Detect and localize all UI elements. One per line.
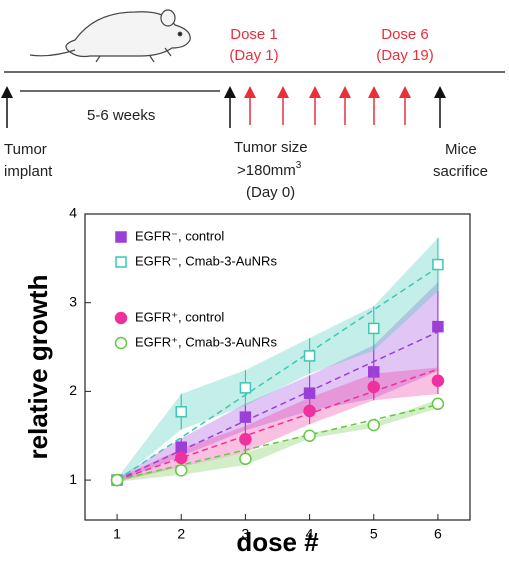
x-tick-label: 4 bbox=[306, 526, 314, 542]
x-tick-label: 6 bbox=[434, 526, 442, 542]
legend-marker bbox=[115, 231, 127, 243]
event-label: (Day 0) bbox=[246, 184, 295, 201]
error-band bbox=[117, 282, 438, 482]
trend-line bbox=[116, 331, 439, 481]
event-label: Mice bbox=[445, 141, 477, 158]
event-label: Tumor size bbox=[234, 139, 308, 156]
marker bbox=[303, 350, 316, 362]
y-tick-label: 4 bbox=[69, 205, 77, 221]
marker bbox=[431, 374, 445, 387]
marker bbox=[239, 382, 252, 394]
marker bbox=[367, 380, 380, 394]
y-tick-label: 1 bbox=[69, 471, 77, 487]
y-axis-label: relative growth bbox=[23, 275, 53, 460]
legend-marker bbox=[115, 256, 127, 268]
dose-label: Dose 6 bbox=[381, 26, 429, 43]
x-tick-label: 1 bbox=[113, 526, 121, 542]
chart: 1 2 3 4 1 2 3 4 5 6 dose # relative growth EGFR⁻, co… bbox=[23, 205, 471, 557]
marker bbox=[368, 322, 380, 335]
event-label: sacrifice bbox=[433, 163, 488, 180]
event-label: >180mm3 bbox=[237, 160, 302, 179]
marker bbox=[432, 320, 444, 333]
x-tick-label: 5 bbox=[370, 526, 378, 542]
legend-label: EGFR⁺, control bbox=[135, 309, 224, 324]
marker bbox=[303, 387, 316, 399]
trend-line bbox=[116, 368, 439, 481]
day-label: (Day 19) bbox=[376, 47, 434, 64]
marker bbox=[175, 464, 188, 477]
trend-line bbox=[116, 266, 439, 481]
marker bbox=[303, 429, 316, 442]
event-label: implant bbox=[4, 163, 53, 180]
y-tick-label: 2 bbox=[69, 382, 77, 398]
marker bbox=[431, 397, 445, 411]
marker bbox=[303, 404, 316, 418]
legend-label: EGFR⁻, Cmab-3-AuNRs bbox=[135, 253, 277, 268]
x-axis-label: dose # bbox=[236, 527, 319, 557]
legend-marker bbox=[114, 336, 128, 350]
legend-label: EGFR⁺, Cmab-3-AuNRs bbox=[135, 334, 277, 349]
event-label: Tumor bbox=[4, 141, 47, 158]
trend-line bbox=[116, 403, 439, 481]
plot-frame bbox=[84, 213, 471, 521]
error-band bbox=[117, 399, 438, 482]
dose-label: Dose 1 bbox=[230, 26, 278, 43]
x-tick-label: 3 bbox=[242, 526, 250, 542]
marker bbox=[432, 258, 444, 271]
error-band bbox=[117, 237, 438, 482]
error-band bbox=[117, 367, 438, 482]
legend-label: EGFR⁻, control bbox=[135, 228, 224, 243]
marker bbox=[175, 451, 188, 465]
legend-marker bbox=[114, 311, 128, 325]
superscript: 3 bbox=[296, 160, 302, 171]
event-label: >180mm bbox=[237, 162, 296, 179]
x-tick-label: 2 bbox=[177, 526, 185, 542]
timeline: Dose 1 (Day 1) Dose 6 (Day 19) 5-6 weeks… bbox=[1, 26, 505, 201]
day-label: (Day 1) bbox=[229, 47, 278, 64]
marker bbox=[367, 418, 380, 432]
mouse-drawing bbox=[29, 9, 191, 63]
marker bbox=[239, 452, 252, 466]
weeks-label: 5-6 weeks bbox=[87, 107, 155, 124]
marker bbox=[175, 406, 187, 418]
y-tick-label: 3 bbox=[69, 293, 77, 309]
marker bbox=[110, 473, 124, 487]
marker bbox=[239, 411, 252, 423]
marker bbox=[239, 433, 252, 446]
